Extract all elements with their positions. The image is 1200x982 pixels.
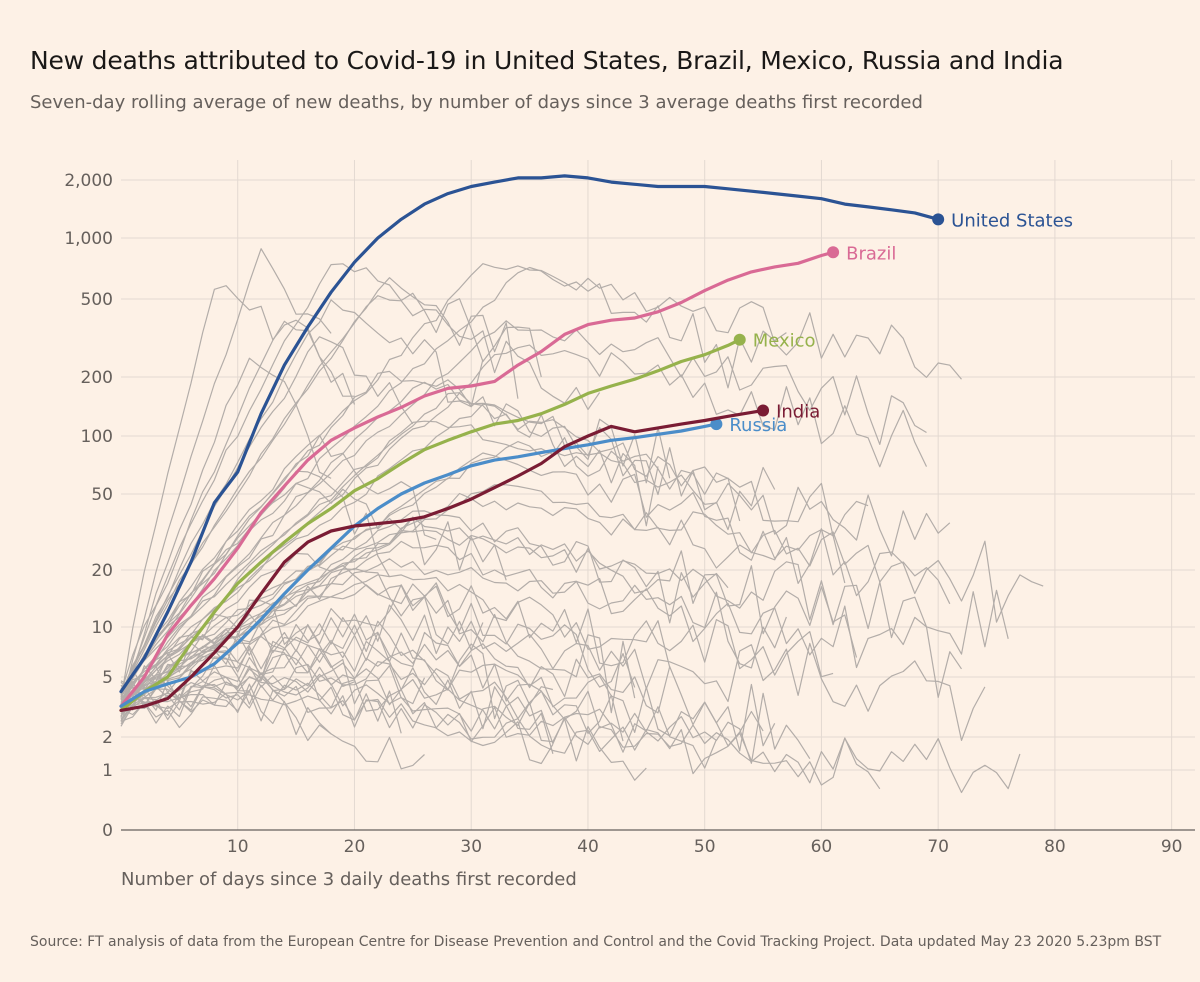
other-country-line bbox=[120, 583, 834, 698]
x-tick-label: 60 bbox=[811, 837, 833, 857]
y-tick-label: 50 bbox=[91, 485, 113, 505]
y-tick-label: 10 bbox=[91, 618, 113, 638]
series-line-russia bbox=[119, 422, 719, 708]
x-tick-label: 30 bbox=[460, 837, 482, 857]
other-country-line bbox=[120, 492, 1044, 722]
chart-title: New deaths attributed to Covid-19 in Uni… bbox=[30, 46, 1064, 75]
other-country-line bbox=[120, 672, 647, 781]
other-country-line bbox=[120, 452, 846, 717]
series-label: Russia bbox=[729, 415, 787, 436]
other-country-line bbox=[120, 613, 426, 710]
other-country-line bbox=[120, 336, 414, 696]
x-tick-label: 10 bbox=[227, 837, 249, 857]
other-country-line bbox=[120, 420, 869, 690]
other-countries-lines bbox=[120, 248, 1044, 794]
other-country-line bbox=[120, 558, 962, 700]
series-end-point bbox=[827, 246, 840, 259]
other-country-line bbox=[120, 248, 332, 712]
other-country-line bbox=[120, 631, 776, 752]
series-end-point bbox=[932, 213, 945, 226]
other-country-line bbox=[120, 320, 355, 711]
y-tick-label: 1,000 bbox=[64, 229, 113, 249]
y-tick-label: 1 bbox=[102, 761, 113, 781]
y-tick-label: 500 bbox=[81, 290, 113, 310]
y-tick-label: 20 bbox=[91, 561, 113, 581]
series-line-india bbox=[119, 408, 765, 713]
other-country-line bbox=[120, 295, 601, 697]
other-country-line bbox=[120, 689, 1021, 794]
series-line-united-states bbox=[119, 174, 940, 694]
x-tick-label: 50 bbox=[694, 837, 716, 857]
x-axis: 10 20 30 40 50 60 70 80 90 bbox=[121, 829, 1195, 857]
series-label: United States bbox=[951, 210, 1073, 231]
other-country-line bbox=[120, 567, 636, 699]
series-line-mexico bbox=[119, 338, 742, 713]
other-country-line bbox=[120, 679, 554, 765]
other-country-line bbox=[120, 299, 484, 710]
other-country-line bbox=[120, 604, 986, 742]
other-country-line bbox=[120, 320, 927, 707]
x-tick-label: 80 bbox=[1044, 837, 1066, 857]
other-country-line bbox=[120, 357, 332, 718]
x-tick-label: 70 bbox=[927, 837, 949, 857]
y-tick-label: 200 bbox=[81, 368, 113, 388]
series-end-point bbox=[757, 404, 770, 417]
other-country-line bbox=[120, 640, 554, 754]
other-country-line bbox=[120, 484, 951, 712]
other-country-line bbox=[120, 510, 729, 691]
other-country-line bbox=[120, 540, 787, 720]
x-tick-label: 40 bbox=[577, 837, 599, 857]
other-country-line bbox=[120, 516, 858, 705]
other-country-line bbox=[120, 263, 542, 693]
other-country-line bbox=[120, 434, 437, 695]
other-country-line bbox=[120, 643, 764, 747]
series-end-point bbox=[733, 333, 746, 346]
y-tick-label: 2,000 bbox=[64, 171, 113, 191]
series-label: Mexico bbox=[753, 331, 816, 352]
series-label: India bbox=[776, 401, 820, 422]
chart-subtitle: Seven-day rolling average of new deaths,… bbox=[30, 92, 923, 113]
other-country-line bbox=[120, 266, 787, 692]
source-note: Source: FT analysis of data from the Eur… bbox=[30, 934, 1162, 950]
y-tick-label: 100 bbox=[81, 427, 113, 447]
x-tick-label: 90 bbox=[1161, 837, 1183, 857]
other-country-line bbox=[120, 552, 484, 697]
other-country-line bbox=[120, 441, 951, 703]
other-country-line bbox=[120, 599, 355, 706]
y-axis: 0 1 2 5 10 20 50 100 200 500 1,000 2,000 bbox=[64, 171, 113, 841]
x-axis-label: Number of days since 3 daily deaths firs… bbox=[121, 869, 577, 890]
other-country-line bbox=[120, 683, 425, 770]
other-country-line bbox=[120, 403, 776, 705]
y-tick-label: 0 bbox=[102, 821, 113, 841]
other-country-line bbox=[120, 660, 811, 764]
other-country-line bbox=[120, 370, 671, 709]
series-line-brazil bbox=[119, 250, 835, 708]
y-tick-label: 5 bbox=[102, 668, 113, 688]
x-tick-label: 20 bbox=[344, 837, 366, 857]
series-end-point bbox=[710, 418, 723, 431]
other-country-line bbox=[120, 344, 928, 710]
y-tick-label: 2 bbox=[102, 728, 113, 748]
series-label: Brazil bbox=[846, 243, 896, 264]
